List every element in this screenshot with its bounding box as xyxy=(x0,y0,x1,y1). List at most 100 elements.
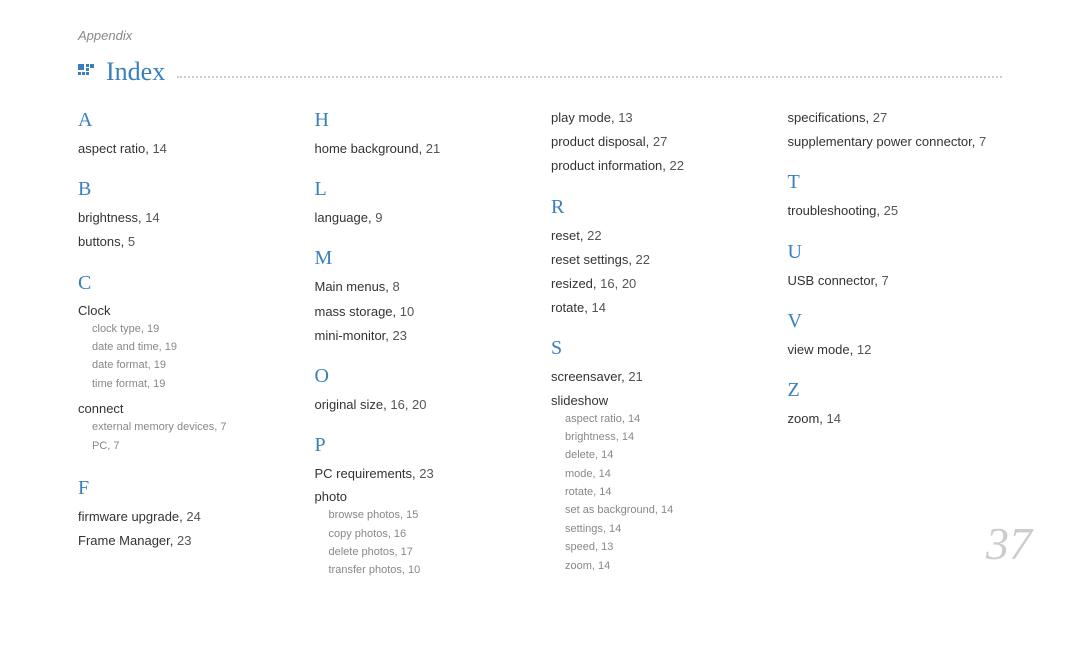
index-entry-pages: 14 xyxy=(152,141,166,156)
index-entry-pages: 23 xyxy=(177,533,191,548)
index-title-row: Index xyxy=(78,57,1002,87)
index-entry: troubleshooting, 25 xyxy=(788,202,1003,220)
index-entry-term: brightness, xyxy=(78,210,145,225)
index-entry-term: firmware upgrade, xyxy=(78,509,186,524)
index-subentry: copy photos, 16 xyxy=(329,527,530,542)
index-entry-pages: 7 xyxy=(979,134,986,149)
index-entry-pages: 21 xyxy=(628,369,642,384)
index-entry-term: screensaver, xyxy=(551,369,628,384)
index-entry-term: play mode, xyxy=(551,110,618,125)
index-entry: play mode, 13 xyxy=(551,109,766,127)
index-entry-term: PC requirements, xyxy=(315,466,420,481)
index-subentry: browse photos, 15 xyxy=(329,508,530,523)
index-entry-term: home background, xyxy=(315,141,426,156)
index-letter-heading: H xyxy=(315,109,530,132)
index-entry-pages: 25 xyxy=(884,203,898,218)
index-entry-term: product disposal, xyxy=(551,134,653,149)
index-entry: product disposal, 27 xyxy=(551,133,766,151)
page-number: 37 xyxy=(986,517,1032,570)
index-letter-heading: M xyxy=(315,247,530,270)
index-entry-pages: 12 xyxy=(857,342,871,357)
index-entry-term: resized, xyxy=(551,276,600,291)
index-entry-pages: 14 xyxy=(591,300,605,315)
index-entry: reset settings, 22 xyxy=(551,251,766,269)
index-entry-pages: 22 xyxy=(670,158,684,173)
index-letter-heading: C xyxy=(78,272,293,295)
index-entry-term: troubleshooting, xyxy=(788,203,884,218)
index-letter-heading: T xyxy=(788,171,1003,194)
dotted-rule xyxy=(177,76,1002,78)
index-column: play mode, 13product disposal, 27product… xyxy=(551,109,766,588)
index-entry: Clock xyxy=(78,303,293,318)
index-entry: firmware upgrade, 24 xyxy=(78,508,293,526)
index-entry-term: supplementary power connector, xyxy=(788,134,980,149)
index-subentry: zoom, 14 xyxy=(565,559,766,574)
index-letter-heading: B xyxy=(78,178,293,201)
index-subentry-list: clock type, 19 date and time, 19 date form… xyxy=(92,322,293,396)
index-title: Index xyxy=(106,57,165,87)
index-entry-pages: 14 xyxy=(145,210,159,225)
index-entry-pages: 10 xyxy=(400,304,414,319)
appendix-label: Appendix xyxy=(78,28,1002,43)
index-entry: PC requirements, 23 xyxy=(315,465,530,483)
index-entry-pages: 5 xyxy=(128,234,135,249)
index-letter-heading: F xyxy=(78,477,293,500)
index-subentry: date and time, 19 xyxy=(92,340,293,355)
index-entry: mass storage, 10 xyxy=(315,303,530,321)
index-letter-heading: P xyxy=(315,434,530,457)
index-entry-term: language, xyxy=(315,210,376,225)
index-entry: buttons, 5 xyxy=(78,233,293,251)
index-letter-heading: A xyxy=(78,109,293,132)
index-entry: zoom, 14 xyxy=(788,410,1003,428)
index-entry-term: Main menus, xyxy=(315,279,393,294)
index-entry-pages: 14 xyxy=(827,411,841,426)
index-subentry: time format, 19 xyxy=(92,377,293,392)
index-letter-heading: V xyxy=(788,310,1003,333)
index-entry: photo xyxy=(315,489,530,504)
index-entry: aspect ratio, 14 xyxy=(78,140,293,158)
index-entry-pages: 22 xyxy=(587,228,601,243)
index-subentry: brightness, 14 xyxy=(565,430,766,445)
index-entry: view mode, 12 xyxy=(788,341,1003,359)
index-entry: language, 9 xyxy=(315,209,530,227)
index-letter-heading: Z xyxy=(788,379,1003,402)
index-subentry: aspect ratio, 14 xyxy=(565,412,766,427)
index-subentry: date format, 19 xyxy=(92,358,293,373)
index-entry-term: zoom, xyxy=(788,411,827,426)
index-entry-term: product information, xyxy=(551,158,670,173)
index-entry-term: Frame Manager, xyxy=(78,533,177,548)
index-entry-pages: 27 xyxy=(873,110,887,125)
index-entry-pages: 22 xyxy=(636,252,650,267)
index-entry: supplementary power connector, 7 xyxy=(788,133,1003,151)
index-subentry: settings, 14 xyxy=(565,522,766,537)
index-entry-term: rotate, xyxy=(551,300,591,315)
index-entry-term: original size, xyxy=(315,397,391,412)
index-subentry: PC, 7 xyxy=(92,439,293,454)
index-subentry: rotate, 14 xyxy=(565,485,766,500)
index-entry-pages: 16, 20 xyxy=(390,397,426,412)
index-entry-pages: 9 xyxy=(375,210,382,225)
index-subentry-list: browse photos, 15copy photos, 16delete p… xyxy=(329,508,530,582)
index-subentry: external memory devices, 7 xyxy=(92,420,293,435)
index-entry: specifications, 27 xyxy=(788,109,1003,127)
index-entry-term: reset, xyxy=(551,228,587,243)
index-entry-term: reset settings, xyxy=(551,252,636,267)
header-section: Appendix Index xyxy=(78,28,1002,87)
index-entry: resized, 16, 20 xyxy=(551,275,766,293)
index-entry-term: view mode, xyxy=(788,342,857,357)
index-letter-heading: L xyxy=(315,178,530,201)
index-entry-term: buttons, xyxy=(78,234,128,249)
index-subentry: speed, 13 xyxy=(565,540,766,555)
index-entry: product information, 22 xyxy=(551,157,766,175)
index-entry-term: aspect ratio, xyxy=(78,141,152,156)
index-entry-term: USB connector, xyxy=(788,273,882,288)
index-entry: Frame Manager, 23 xyxy=(78,532,293,550)
index-entry: original size, 16, 20 xyxy=(315,396,530,414)
index-column: Hhome background, 21Llanguage, 9MMain me… xyxy=(315,109,530,588)
index-columns: Aaspect ratio, 14 Bbrightness, 14 buttons,… xyxy=(78,109,1002,588)
index-entry: brightness, 14 xyxy=(78,209,293,227)
index-subentry: clock type, 19 xyxy=(92,322,293,337)
index-entry-pages: 8 xyxy=(393,279,400,294)
index-icon xyxy=(78,64,94,80)
index-subentry: set as background, 14 xyxy=(565,503,766,518)
